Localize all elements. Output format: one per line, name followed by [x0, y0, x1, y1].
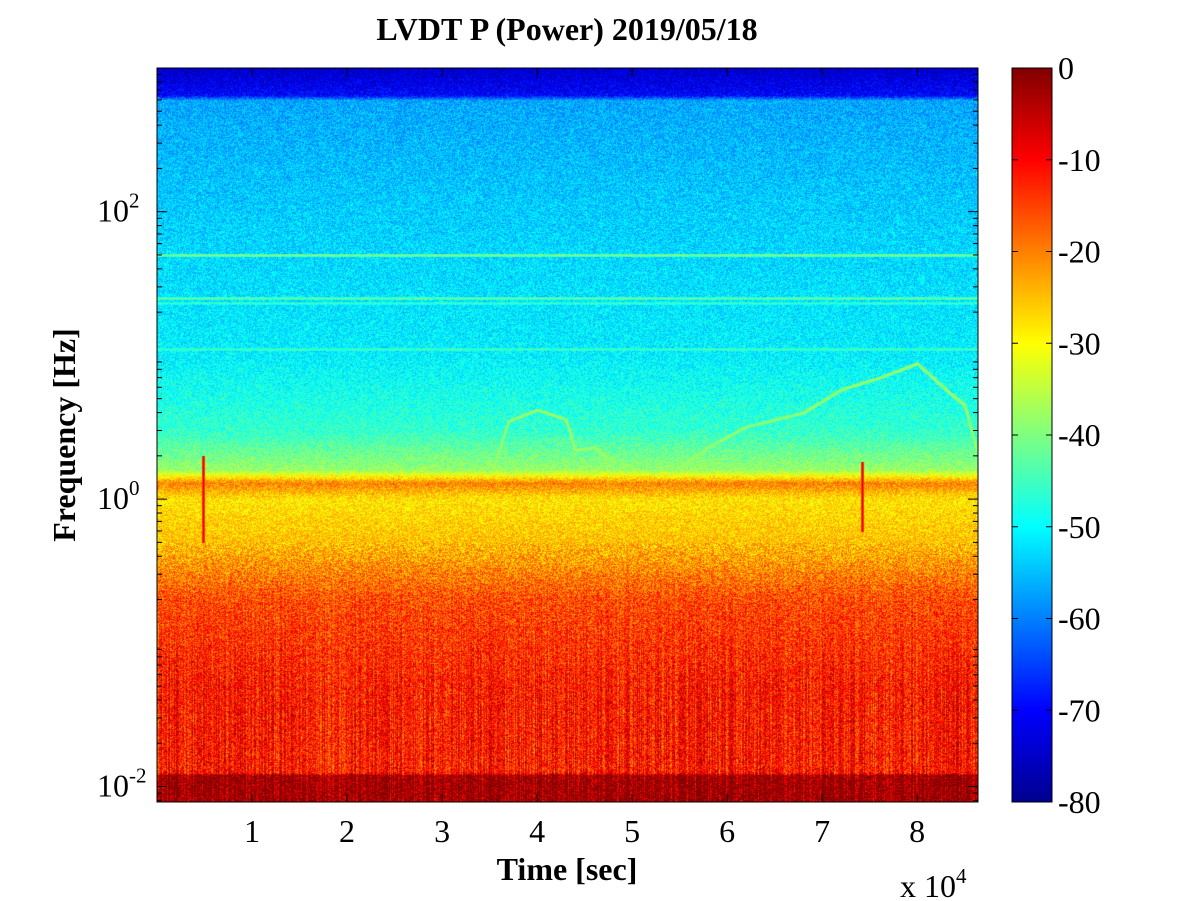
plot-frame [156, 67, 979, 803]
colorbar-tick-label: -10 [1058, 142, 1101, 178]
colorbar-tick-label: -70 [1058, 692, 1101, 728]
spectrogram-heatmap [157, 68, 978, 802]
colorbar-tick-label: -40 [1058, 417, 1101, 453]
y-axis-label: Frequency [Hz] [46, 328, 82, 542]
x-tick-label: 7 [814, 813, 830, 849]
colorbar [1012, 68, 1052, 802]
colorbar-tick-label: -30 [1058, 325, 1101, 361]
x-axis-multiplier: x 104 [900, 864, 967, 901]
y-tick-label: 100 [97, 476, 140, 516]
x-tick-label: 8 [909, 813, 925, 849]
colorbar-tick-label: 0 [1058, 50, 1074, 86]
x-tick-label: 4 [529, 813, 545, 849]
chart-title: LVDT P (Power) 2019/05/18 [376, 11, 757, 47]
x-axis-ticks: 1 2 3 4 5 6 7 8 [244, 68, 925, 849]
y-tick-label: 102 [97, 189, 140, 229]
colorbar-tick-label: -60 [1058, 601, 1101, 637]
x-tick-label: 5 [624, 813, 640, 849]
x-tick-label: 6 [719, 813, 735, 849]
x-axis-label: Time [sec] [497, 851, 638, 887]
colorbar-ticks: 0 -10 -20 -30 -40 -50 -60 -70 -80 [1012, 50, 1101, 820]
y-tick-label: 10-2 [97, 763, 147, 803]
colorbar-tick-label: -20 [1058, 234, 1101, 270]
x-tick-label: 1 [244, 813, 260, 849]
colorbar-tick-label: -50 [1058, 509, 1101, 545]
colorbar-tick-label: -80 [1058, 784, 1101, 820]
plot-area [157, 68, 978, 802]
x-tick-label: 2 [339, 813, 355, 849]
x-tick-label: 3 [434, 813, 450, 849]
y-axis-ticks: 10-2 100 102 [97, 74, 978, 803]
